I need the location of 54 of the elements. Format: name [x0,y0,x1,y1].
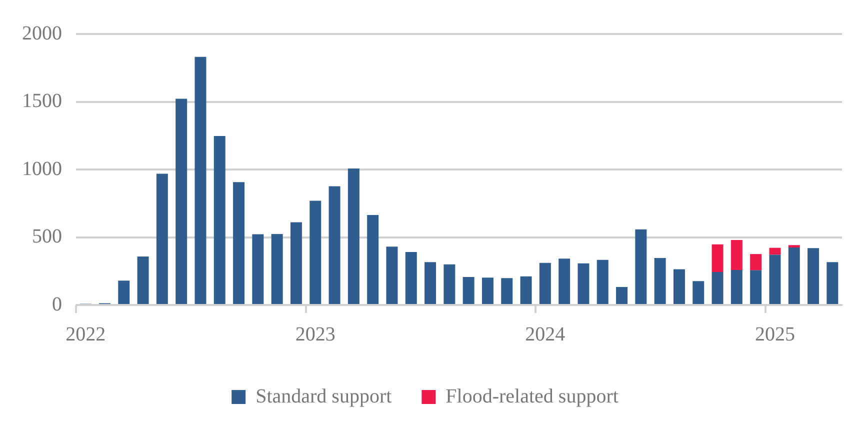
x-tick-label: 2022 [66,323,106,346]
bar [788,248,800,304]
x-tick-label: 2023 [295,323,336,346]
bar [176,98,188,304]
bar [290,222,302,304]
legend-label: Standard support [256,385,392,408]
bar [750,270,762,304]
bar [712,272,724,304]
bar [520,276,532,304]
bar [386,246,398,304]
bar [482,278,494,304]
bar [444,264,456,304]
x-tick-label: 2025 [754,323,795,346]
x-tick-label: 2024 [525,323,566,346]
bar [501,278,513,304]
y-tick-label: 1500 [22,90,62,112]
bar [214,136,226,304]
bar [156,174,168,304]
bar [137,256,149,304]
bar [348,168,360,304]
bar [252,234,264,304]
bar [328,186,340,304]
bar [769,248,781,255]
bar [194,56,206,304]
bar [233,182,245,304]
bar [118,280,130,304]
bar [596,260,608,304]
bar [405,252,417,304]
bar [808,248,820,304]
bar [578,263,590,304]
bar [826,262,838,304]
bar [635,229,647,304]
y-tick-label: 500 [32,226,62,248]
bar [692,281,704,304]
bar [730,240,742,270]
bar [769,254,781,304]
bar [673,269,685,304]
bar [539,262,551,304]
y-tick-label: 0 [52,293,62,316]
bar [750,254,762,270]
bar [367,215,379,304]
bar [730,270,742,304]
bar [424,262,436,304]
bar [788,245,800,248]
legend-label: Flood-related support [446,385,619,408]
bar [271,234,283,304]
y-tick-label: 1000 [22,158,62,180]
y-tick-label: 2000 [22,22,62,44]
bar [654,258,666,304]
bar [462,276,474,304]
bar [712,244,724,272]
bar [310,200,322,304]
bar [616,286,628,304]
bar [558,258,570,304]
